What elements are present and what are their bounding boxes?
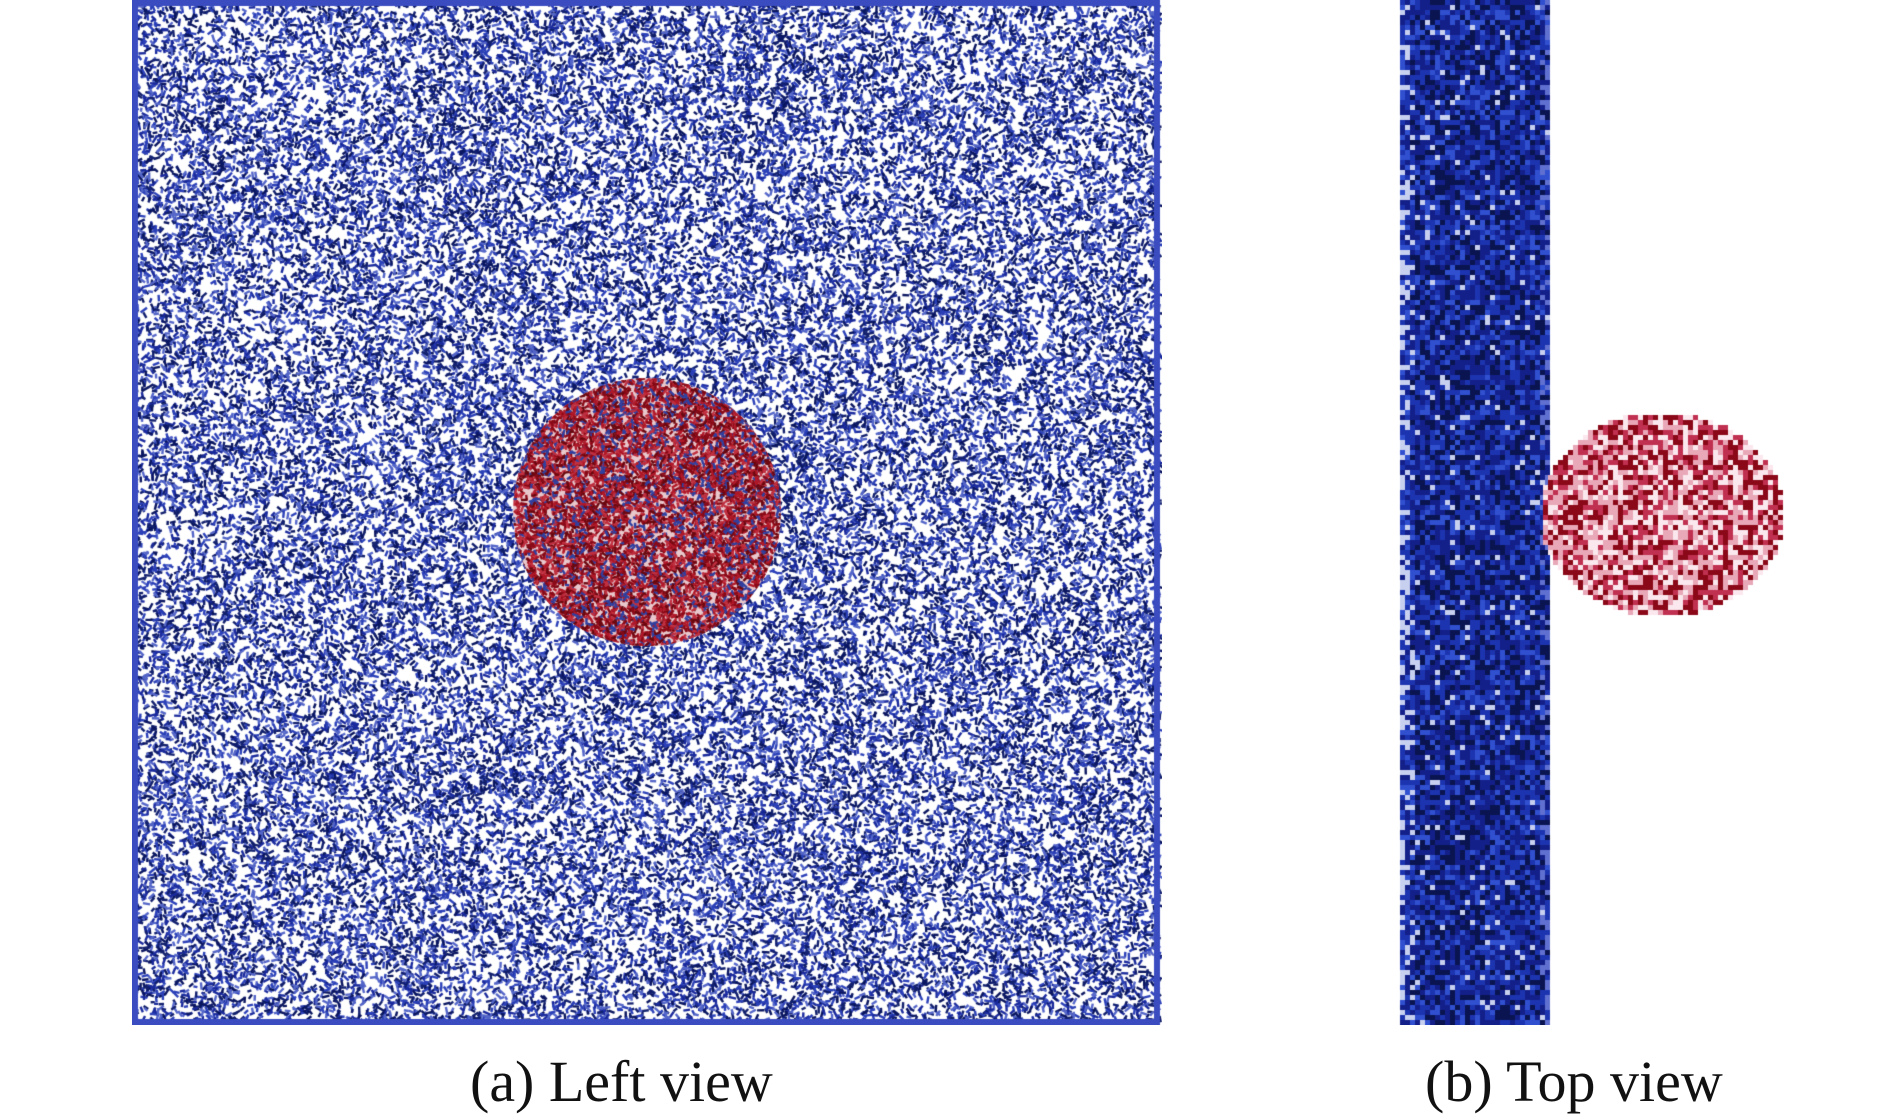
top-view-image — [1395, 0, 1795, 1025]
caption-top-view: (b) Top view — [1425, 1049, 1723, 1114]
caption-left-view: (a) Left view — [470, 1049, 773, 1114]
left-view-image — [132, 0, 1162, 1025]
